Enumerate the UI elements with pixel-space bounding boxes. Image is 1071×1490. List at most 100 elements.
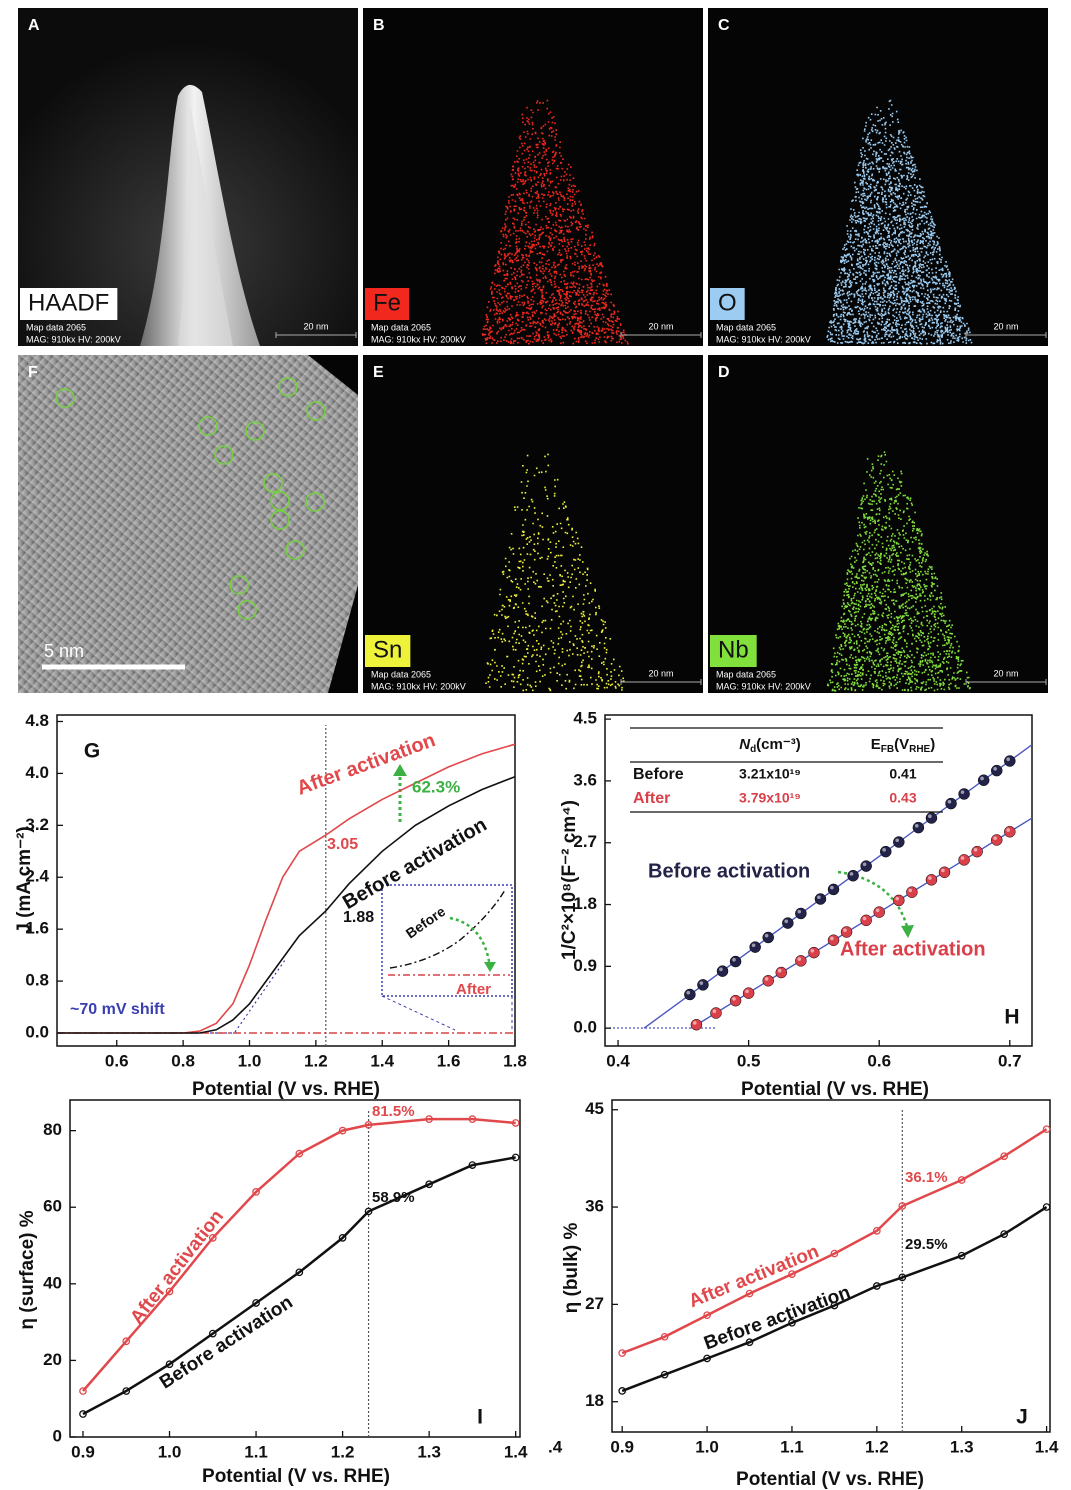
series-label: Before activation [156,1292,297,1394]
mag-info: MAG: 910kx HV: 200kV [26,334,121,344]
point-highlight [1006,828,1011,832]
y-axis-label: J (mA cm⁻²) [14,826,35,934]
y-tick-label: 4.5 [573,709,597,728]
point-highlight [875,908,880,913]
x-tick-label: 1.4 [370,1051,394,1070]
defect-circle [278,377,298,397]
defect-circle [305,492,325,512]
point-highlight [941,868,945,873]
map-data: Map data 2065 [716,669,776,679]
data-point [684,988,696,1001]
scale-bar [620,332,702,338]
data-point [729,994,742,1007]
mag-info: MAG: 910kx HV: 200kV [371,334,466,344]
series-marker [425,1180,433,1189]
point-highlight [862,862,867,867]
plot-frame [56,714,516,1047]
data-point [945,797,957,810]
inset-arrow-head [484,962,496,972]
point-highlight [914,824,919,828]
y-tick-label: 40 [43,1273,62,1292]
series-marker [788,1270,796,1278]
series-marker [208,1329,217,1338]
annotation: 36.1% [905,1169,948,1186]
panel-label: G [84,740,100,763]
y-axis-label: η (surface) % [17,1210,38,1329]
data-point [827,934,840,946]
series-marker [1000,1230,1009,1238]
series-marker [511,1119,520,1127]
table-header-part: d [750,744,756,755]
series-marker [1000,1152,1009,1161]
series-line [621,1128,1048,1355]
point-highlight [810,949,815,953]
x-tick-label: 0.4 [606,1051,630,1070]
element-label: O [718,289,737,316]
data-point [958,788,970,800]
scale-label: 5 nm [44,641,84,661]
data-point [893,894,905,907]
plot-frame [69,1099,521,1438]
data-point [814,893,827,905]
scale-bar [965,679,1047,685]
x-tick-label: 0.7 [998,1051,1022,1070]
point-highlight [712,1009,717,1014]
chart: 0.9 1.0 1.1 1.2 1.3 1.4 0 20 40 60 80 Potential (V … [17,1099,528,1487]
point-highlight [797,957,802,961]
panel-letter: A [28,17,40,34]
data-point [729,955,742,968]
scale-label: 20 nm [993,321,1018,331]
point-highlight [745,989,749,994]
y-tick-label: 1.8 [573,894,597,913]
x-axis-label: Potential (V vs. RHE) [736,1469,924,1490]
inset-arrow [449,916,492,969]
data-point [860,860,872,872]
data-point [860,914,872,927]
shift-arrow-head [901,925,914,938]
panel-label: J [1016,1406,1028,1429]
point-highlight [1006,757,1011,762]
image-panel: D Nb Map data 2065 MAG: 910kx HV: 200kV 20 n… [708,355,1048,693]
annotation: 3.05 [327,836,358,853]
data-point [847,869,859,882]
defect-circle [270,491,290,511]
series-marker [338,1126,347,1135]
series-marker [898,1202,907,1210]
y-tick-label: 2.4 [25,867,49,886]
panel-letter: C [718,17,730,34]
onset-tangent [180,959,286,1034]
shift-arrow [605,870,914,1029]
y-tick-label: 3.2 [25,815,49,834]
scale-label: 20 nm [993,668,1018,678]
table-header-part: N [739,736,751,753]
table-header-part: ) [930,736,935,753]
y-tick-label: 1.6 [25,919,49,938]
data-point [808,946,820,959]
x-tick-label: 0.5 [737,1051,761,1070]
inset [57,764,515,1034]
inset-frame [381,884,513,997]
x-axis-label: Potential (V vs. RHE) [741,1079,929,1100]
data-point [762,975,774,987]
y-tick-label: 20 [43,1350,62,1369]
defect-circle [214,445,234,465]
point-highlight [993,767,997,771]
plot-frame [604,714,1033,1047]
series-marker [660,1370,669,1379]
point-highlight [843,928,847,933]
point-highlight [960,790,965,794]
x-tick-label: 1.0 [695,1437,719,1456]
data-point [977,774,990,786]
element-label: HAADF [28,289,109,316]
data-point [795,955,807,967]
point-highlight [751,943,756,948]
point-highlight [699,981,704,985]
y-tick-label: 18 [585,1391,604,1410]
element-label: Nb [718,636,749,663]
series-marker [79,1387,87,1395]
shift-arrow-line [837,870,910,931]
series-marker [830,1301,839,1310]
series-label: After activation [840,938,986,960]
data-point [690,1018,703,1031]
y-tick-label: 45 [585,1099,604,1118]
